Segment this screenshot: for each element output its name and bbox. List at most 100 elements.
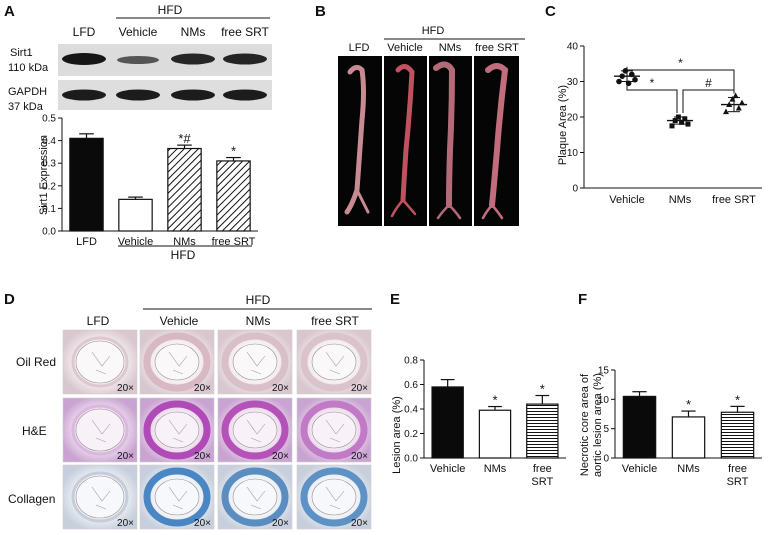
aorta-nms-branch bbox=[436, 203, 462, 220]
histo-he-vehicle-magnification: 20× bbox=[194, 451, 211, 462]
histo-row-oil-red: Oil Red bbox=[16, 355, 56, 369]
chart-a-x-tick-label: Vehicle bbox=[118, 236, 153, 248]
histo-col-free-srt: free SRT bbox=[311, 314, 359, 328]
blot-gapdh-label: GAPDH bbox=[8, 86, 47, 98]
chart-e-ylabel: Lesion area (%) bbox=[391, 396, 403, 474]
chart-a-y-tick-label: 0.1 bbox=[42, 204, 56, 215]
chart-c-point-free-srt bbox=[732, 92, 739, 99]
sirt1-band-nms bbox=[171, 53, 215, 65]
aorta-hfd-label: HFD bbox=[422, 25, 445, 37]
histo-oil-red-nms-vessel-wall bbox=[221, 332, 289, 392]
blot-lane-lfd: LFD bbox=[73, 25, 96, 39]
histo-he-free-srt-lumen bbox=[311, 411, 357, 449]
gapdh-band-free-srt bbox=[223, 89, 267, 101]
chart-a-bar-lfd bbox=[69, 137, 104, 232]
panel-label-a: A bbox=[4, 3, 15, 20]
histo-oil-red-nms: 20× bbox=[217, 329, 293, 395]
chart-e-bar-vehicle bbox=[431, 386, 464, 459]
sirt1-band-vehicle bbox=[117, 56, 159, 64]
chart-e-y-tick-label: 0.0 bbox=[404, 454, 418, 465]
chart-f-y-tick-label: 10 bbox=[598, 395, 610, 406]
chart-c-y-tick-label: 10 bbox=[567, 148, 579, 159]
gapdh-band-vehicle bbox=[116, 89, 160, 101]
chart-e-y-tick-label: 0.6 bbox=[404, 380, 418, 391]
chart-a-x-tick-label: NMs bbox=[173, 236, 196, 248]
histo-oil-red-vehicle: 20× bbox=[139, 329, 215, 395]
histo-he-free-srt-magnification: 20× bbox=[351, 451, 368, 462]
aorta-vehicle-branch bbox=[390, 198, 417, 218]
histo-oil-red-vehicle-magnification: 20× bbox=[194, 383, 211, 394]
chart-f-bar-nms bbox=[671, 416, 706, 459]
chart-c-point-vehicle bbox=[632, 76, 638, 83]
blot-sirt1-label: Sirt1 bbox=[10, 47, 33, 59]
chart-c-x-tick-label: NMs bbox=[669, 194, 692, 206]
chart-c-ylabel: Plaque Area (%) bbox=[557, 85, 569, 165]
chart-c-y-tick-label: 30 bbox=[567, 77, 579, 88]
chart-c-sig-label: # bbox=[705, 76, 712, 90]
histo-collagen-free-srt: 20× bbox=[296, 464, 372, 530]
histo-collagen-lfd-lumen bbox=[75, 475, 125, 519]
chart-c-point-nms bbox=[669, 123, 675, 129]
chart-f-bar-vehicle bbox=[622, 395, 657, 459]
chart-a-x-tick-label: LFD bbox=[76, 236, 97, 248]
sirt1-band-free-srt bbox=[223, 53, 267, 65]
chart-a-sig-nms: *# bbox=[178, 131, 191, 146]
aorta-lfd-branch bbox=[355, 188, 370, 214]
chart-a-y-tick-label: 0.3 bbox=[42, 159, 56, 170]
histo-he-nms-lumen bbox=[232, 411, 278, 449]
aorta-free-srt bbox=[485, 63, 509, 208]
chart-c: 0 10 20 30 40 Vehicle NMs free SRT * * # bbox=[567, 42, 762, 206]
panel-label-d: D bbox=[4, 291, 15, 308]
chart-a: 0.0 0.1 0.2 0.3 0.4 0.5 LFD Vehicle *# NMs * free S… bbox=[42, 114, 258, 248]
chart-f-x-tick-label: NMs bbox=[677, 463, 700, 475]
histo-oil-red-lfd-magnification: 20× bbox=[117, 383, 134, 394]
histo-he-vehicle: 20× bbox=[139, 397, 215, 463]
histo-oil-red-vehicle-vessel-wall bbox=[143, 332, 211, 392]
chart-f-sig-nms: * bbox=[686, 397, 691, 412]
chart-f-y-tick-label: 5 bbox=[603, 424, 609, 435]
chart-f-x-tick-label: free bbox=[728, 463, 747, 475]
chart-e-sig-nms: * bbox=[492, 393, 497, 408]
aorta-lane-lfd: LFD bbox=[349, 42, 370, 54]
histo-he-vehicle-vessel-wall bbox=[143, 400, 211, 460]
chart-f-bar-free-srt bbox=[720, 411, 755, 459]
chart-f-x-tick-label: SRT bbox=[727, 476, 749, 488]
chart-a-y-tick-label: 0.5 bbox=[42, 114, 56, 125]
histo-oil-red-free-srt-vessel-wall bbox=[300, 332, 368, 392]
histo-collagen-vehicle-lumen bbox=[154, 478, 200, 516]
histo-collagen-nms: 20× bbox=[217, 464, 293, 530]
chart-c-point-free-srt bbox=[735, 104, 742, 111]
chart-a-y-tick-label: 0.0 bbox=[42, 227, 56, 238]
aorta-nms bbox=[433, 61, 456, 208]
histo-he-nms-cusp-lines bbox=[246, 419, 266, 443]
blot-sirt1-kda: 110 kDa bbox=[8, 62, 49, 74]
histo-oil-red-lfd-cusp-lines bbox=[91, 351, 111, 375]
chart-c-y-tick-label: 20 bbox=[567, 113, 579, 124]
histo-he-nms-magnification: 20× bbox=[272, 451, 289, 462]
histo-collagen-nms-magnification: 20× bbox=[272, 518, 289, 529]
panel-label-c: C bbox=[545, 3, 556, 20]
chart-a-bar-free-srt bbox=[216, 160, 251, 232]
chart-a-ylabel: Sirt1 Expression bbox=[38, 135, 50, 215]
histo-oil-red-vehicle-cusp-lines bbox=[168, 351, 188, 375]
histo-oil-red-vehicle-lumen bbox=[154, 343, 200, 381]
histo-oil-red-free-srt-lumen bbox=[311, 343, 357, 381]
chart-a-group-label: HFD bbox=[171, 248, 196, 262]
chart-e-bar-nms bbox=[478, 409, 512, 459]
chart-a-bar-vehicle bbox=[118, 198, 153, 232]
histo-collagen-lfd-magnification: 20× bbox=[117, 518, 134, 529]
histo-he-free-srt-vessel-wall bbox=[300, 400, 368, 460]
panel-label-f: F bbox=[578, 291, 587, 308]
chart-c-sig-label: * bbox=[678, 56, 683, 70]
gapdh-band-lfd bbox=[62, 89, 106, 101]
histo-he-lfd-lumen bbox=[75, 408, 125, 452]
histo-oil-red-lfd: 20× bbox=[62, 329, 138, 395]
histo-collagen-lfd-cusp-lines bbox=[91, 486, 111, 510]
histo-he-lfd-magnification: 20× bbox=[117, 451, 134, 462]
histo-row-collagen: Collagen bbox=[8, 492, 55, 506]
panel-label-e: E bbox=[390, 291, 400, 308]
histo-collagen-vehicle-magnification: 20× bbox=[194, 518, 211, 529]
